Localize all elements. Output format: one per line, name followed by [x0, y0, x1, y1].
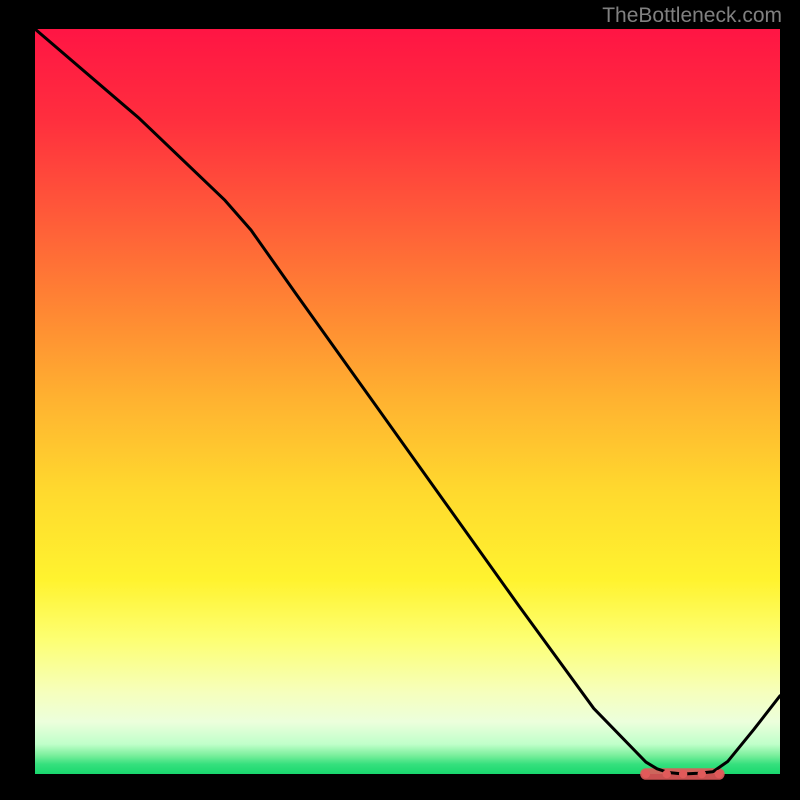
optimal-marker-dot — [698, 770, 706, 778]
watermark-text: TheBottleneck.com — [602, 4, 782, 28]
optimal-marker-dot — [642, 770, 650, 778]
plot-background — [35, 29, 780, 774]
bottleneck-chart — [0, 0, 800, 800]
optimal-marker-dot — [663, 770, 671, 778]
optimal-marker-dot — [715, 770, 723, 778]
optimal-marker-dot — [679, 770, 687, 778]
